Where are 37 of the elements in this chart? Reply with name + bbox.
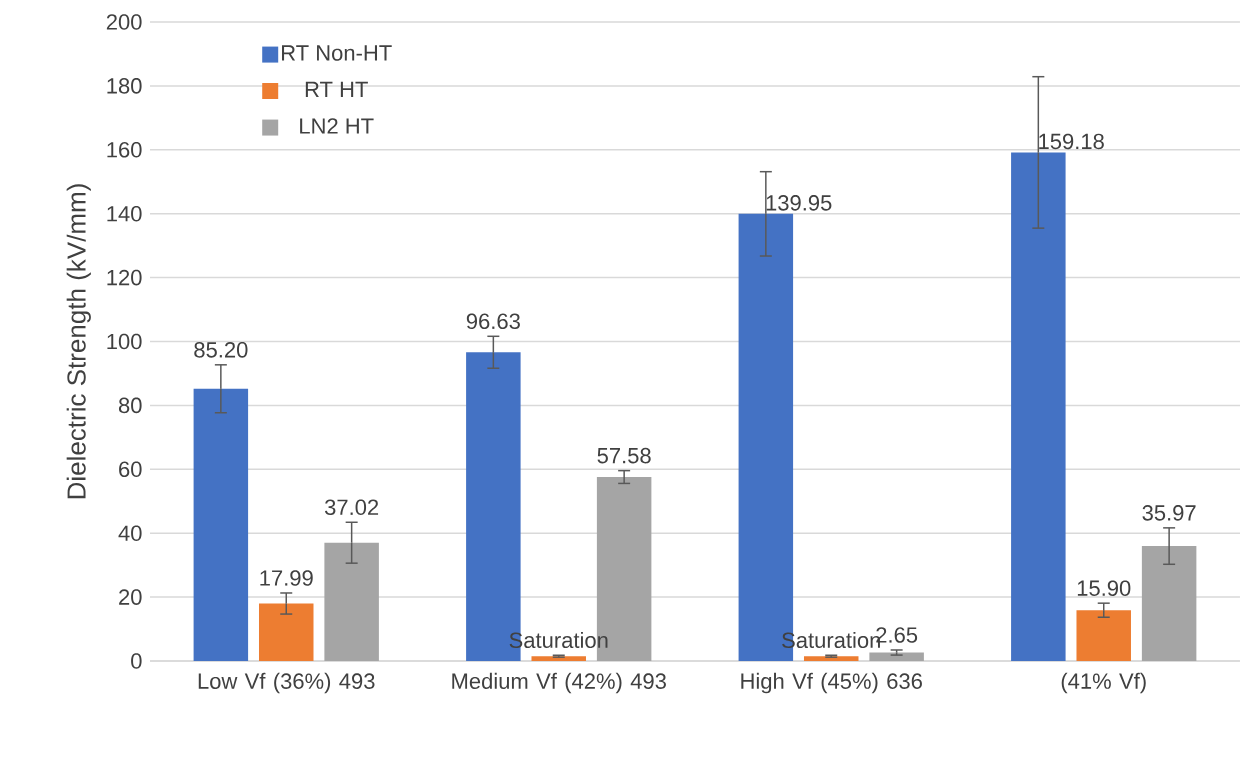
data-label: 17.99 [260,570,313,586]
y-axis-title: Dielectric Strength (kV/mm) [66,184,91,499]
bar [531,656,586,661]
legend-label: RT Non-HT [282,45,392,61]
x-tick-label: (41% Vf) [1061,672,1146,694]
y-tick-label: 60 [119,461,142,478]
y-tick-label: 40 [118,525,142,541]
x-tick-label: High Vf (45%) 636 [741,672,922,694]
bar [193,388,249,661]
y-tick-label: 80 [118,397,142,414]
bar [869,652,924,661]
y-tick-label: 140 [107,205,142,222]
y-tick-label: 0 [131,653,142,669]
y-tick-label: 200 [106,14,142,30]
y-tick-label: 20 [119,589,142,605]
bar [1011,152,1066,661]
data-label: 35.97 [1142,505,1196,521]
x-tick-label: Low Vf (36%) 493 [198,672,375,694]
bar [803,656,859,661]
data-label: 37.02 [324,499,379,516]
data-label: 57.58 [597,447,651,464]
y-tick-label: 120 [107,269,142,286]
y-tick-label: 160 [107,142,142,158]
data-label: 139.95 [766,195,832,211]
data-label: 85.20 [194,342,248,358]
bar [1076,610,1131,661]
data-label: 159.18 [1039,133,1104,150]
legend-label: LN2 HT [300,118,374,134]
bar [259,603,314,661]
bar [1141,546,1197,661]
data-label: 15.90 [1077,580,1131,596]
bar [324,542,379,661]
y-tick-label: 100 [107,333,142,350]
y-tick-label: 180 [107,78,142,94]
x-tick-label: Medium Vf (42%) 493 [452,672,666,694]
data-label: 96.63 [466,313,520,330]
legend-label: RT HT [305,81,368,97]
